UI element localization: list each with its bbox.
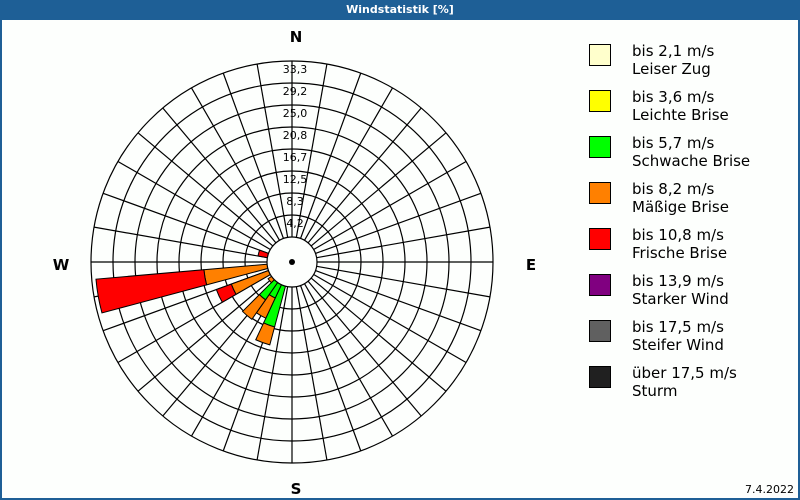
legend-swatch <box>589 320 611 342</box>
svg-text:12,5: 12,5 <box>283 173 308 186</box>
legend-swatch <box>589 228 611 250</box>
legend-swatch <box>589 90 611 112</box>
legend-speed: bis 5,7 m/s <box>632 134 715 152</box>
legend-swatch <box>589 44 611 66</box>
legend-name: Schwache Brise <box>632 152 751 170</box>
legend-swatch <box>589 182 611 204</box>
legend-swatch <box>589 366 611 388</box>
radial-tick-labels: 4,2 8,3 12,5 16,7 20,8 25,0 29,2 33,3 <box>283 63 308 230</box>
svg-text:25,0: 25,0 <box>283 107 308 120</box>
legend-speed: bis 17,5 m/s <box>632 318 724 336</box>
compass-south: S <box>291 480 302 498</box>
window-title: Windstatistik [%] <box>0 0 800 20</box>
legend-speed: bis 13,9 m/s <box>632 272 724 290</box>
legend-name: Mäßige Brise <box>632 198 729 216</box>
legend-name: Steifer Wind <box>632 336 724 354</box>
compass-east: E <box>526 256 536 274</box>
svg-text:33,3: 33,3 <box>283 63 308 76</box>
compass-west: W <box>53 256 70 274</box>
svg-text:16,7: 16,7 <box>283 151 308 164</box>
compass-north: N <box>290 28 303 46</box>
legend-name: Frische Brise <box>632 244 728 262</box>
legend-name: Starker Wind <box>632 290 729 308</box>
svg-text:29,2: 29,2 <box>283 85 308 98</box>
legend-name: Leiser Zug <box>632 60 711 78</box>
legend-speed: bis 10,8 m/s <box>632 226 724 244</box>
legend-name: Leichte Brise <box>632 106 729 124</box>
legend-speed: bis 2,1 m/s <box>632 42 715 60</box>
legend-speed: bis 8,2 m/s <box>632 180 715 198</box>
legend-speed: bis 3,6 m/s <box>632 88 715 106</box>
legend-swatch <box>589 274 611 296</box>
legend-swatch <box>589 136 611 158</box>
svg-text:4,2: 4,2 <box>286 217 304 230</box>
polar-grid <box>90 60 494 464</box>
date-label: 7.4.2022 <box>745 483 794 496</box>
legend-name: Sturm <box>632 382 678 400</box>
svg-text:8,3: 8,3 <box>286 195 304 208</box>
svg-text:20,8: 20,8 <box>283 129 308 142</box>
center-hole <box>266 236 318 288</box>
legend-speed: über 17,5 m/s <box>632 364 737 382</box>
